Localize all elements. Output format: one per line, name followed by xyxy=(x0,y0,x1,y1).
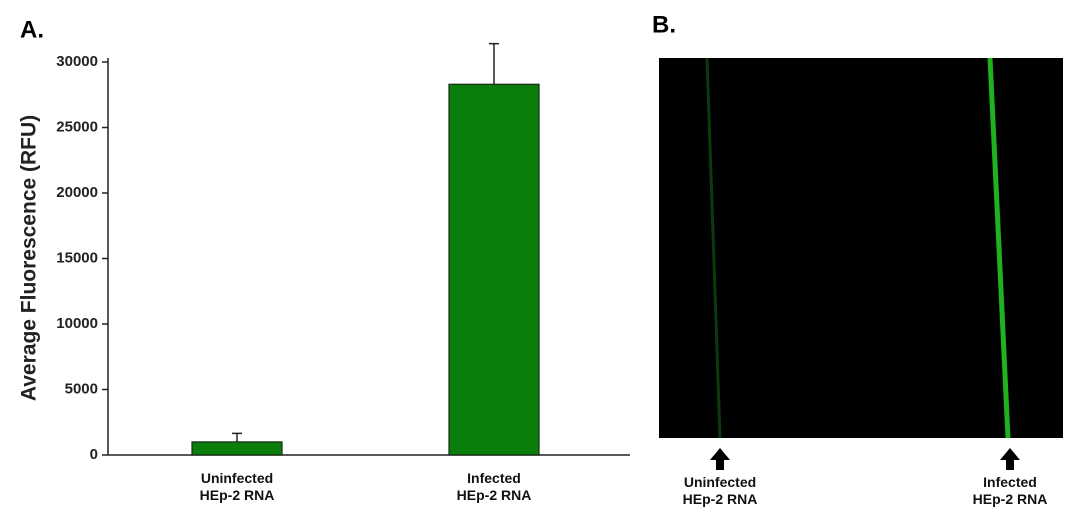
bar xyxy=(192,442,282,455)
x-tick-label: Uninfected HEp-2 RNA xyxy=(167,470,307,504)
panel-label: B. xyxy=(652,11,676,38)
figure: A. B. Average Fluorescence (RFU) 0 5000 10… xyxy=(0,0,1065,514)
panel-label: A. xyxy=(20,16,44,43)
bar xyxy=(449,84,539,455)
y-axis-label: Average Fluorescence (RFU) xyxy=(18,115,41,401)
y-tick-label: 25000 xyxy=(56,118,98,135)
lane-label: Uninfected HEp-2 RNA xyxy=(650,474,790,508)
gel-image xyxy=(659,58,1063,438)
x-tick-label: Infected HEp-2 RNA xyxy=(424,470,564,504)
arrow xyxy=(710,448,730,470)
y-tick-label: 20000 xyxy=(56,184,98,201)
y-tick-label: 10000 xyxy=(56,315,98,332)
y-tick-label: 15000 xyxy=(56,249,98,266)
page: A. B. Average Fluorescence (RFU) 0 5000 10… xyxy=(0,0,1065,514)
y-tick-label: 30000 xyxy=(56,53,98,70)
lane-label: Infected HEp-2 RNA xyxy=(940,474,1065,508)
arrow xyxy=(1000,448,1020,470)
y-tick-label: 0 xyxy=(90,446,98,463)
y-tick-label: 5000 xyxy=(65,380,98,397)
